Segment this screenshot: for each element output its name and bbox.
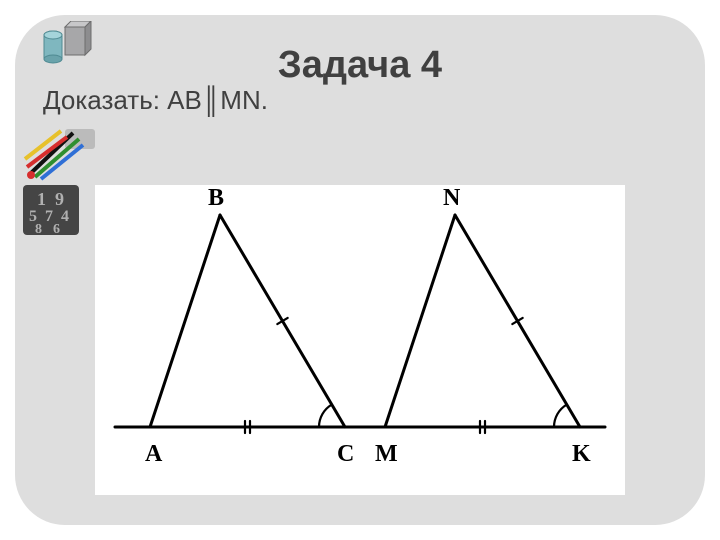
requirement-text: Доказать: АВ║MN. (43, 85, 268, 116)
svg-text:6: 6 (53, 222, 60, 235)
svg-text:7: 7 (45, 208, 53, 225)
deco-supplies-icon (21, 125, 99, 183)
vertex-label-B: B (208, 185, 224, 212)
slide-frame: 1 9 5 7 4 8 6 Задача 4 Доказать: АВ║MN. … (15, 15, 705, 525)
svg-text:9: 9 (55, 189, 64, 209)
vertex-label-N: N (443, 185, 460, 212)
geometry-figure: A B C M N K (95, 185, 625, 495)
vertex-label-K: K (572, 441, 591, 468)
svg-text:8: 8 (35, 222, 42, 235)
svg-text:1: 1 (37, 189, 46, 209)
slide-title: Задача 4 (15, 44, 705, 87)
vertex-label-C: C (337, 441, 354, 468)
vertex-label-A: A (145, 441, 162, 468)
svg-text:4: 4 (61, 208, 69, 225)
deco-numbers-icon: 1 9 5 7 4 8 6 (23, 185, 79, 235)
vertex-label-M: M (375, 441, 398, 468)
geometry-svg (95, 185, 625, 495)
